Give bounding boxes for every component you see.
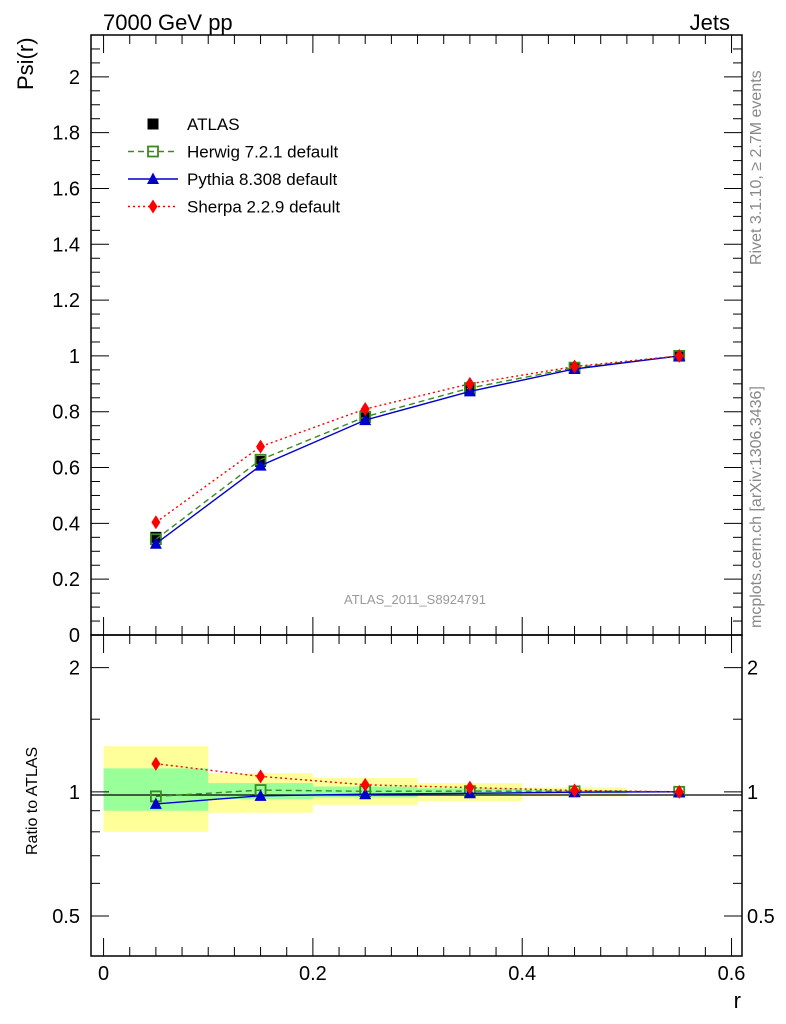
legend-sherpa-label: Sherpa 2.2.9 default: [187, 198, 340, 217]
legend-pythia-label: Pythia 8.308 default: [187, 170, 338, 189]
main-plot-area: [149, 348, 686, 549]
main-pythia-point: [254, 459, 267, 471]
main-sherpa-point: [674, 348, 684, 363]
ratio-panel: 0.5 0.5 1 1 2 2 0 0.2 0.4 0.6 Ratio to ATLAS r: [24, 634, 775, 1013]
main-y-tick-label: 0.8: [52, 402, 80, 424]
main-sherpa-point: [360, 401, 370, 416]
ratio-sherpa-point: [151, 756, 161, 771]
main-y-tick-label: 1.6: [52, 178, 80, 200]
ratio-sherpa-point: [570, 783, 580, 798]
legend-herwig-label: Herwig 7.2.1 default: [187, 143, 338, 162]
ratio-y-tick-label: 0.5: [52, 906, 80, 928]
ratio-sherpa-point: [256, 769, 266, 784]
main-sherpa-point: [151, 515, 161, 530]
main-y-tick-label: 1.4: [52, 234, 80, 256]
ratio-y-tick-label-right: 2: [747, 658, 758, 680]
main-pythia-point: [359, 413, 372, 426]
main-sherpa-point: [256, 439, 266, 454]
ratio-sherpa-point: [360, 777, 370, 792]
ratio-sherpa-point: [465, 780, 475, 795]
main-y-tick-label: 1: [69, 346, 80, 368]
main-y-axis: 0 0.2 0.4 0.6 0.8 1 1.2 1.4 1.6 1.8 2: [52, 48, 742, 647]
legend-sherpa-marker: [148, 199, 158, 214]
main-y-tick-label: 0.4: [52, 513, 80, 535]
ratio-pythia-point: [149, 797, 162, 809]
main-pythia-point: [149, 537, 162, 549]
header-left-label: 7000 GeV pp: [103, 10, 233, 35]
legend-pythia-marker: [147, 172, 159, 184]
ratio-y-tick-label-right: 0.5: [747, 906, 775, 928]
analysis-label: ATLAS_2011_S8924791: [344, 592, 486, 607]
legend-herwig-marker: [147, 145, 159, 158]
ratio-pythia-point: [359, 787, 372, 800]
main-sherpa-line: [155, 355, 680, 523]
main-y-tick-label: 2: [69, 67, 80, 89]
main-y-tick-label: 1.8: [52, 123, 80, 145]
ratio-herwig-line: [155, 789, 680, 798]
ratio-frame: [90, 634, 743, 957]
main-y-tick-label: 0: [69, 625, 80, 647]
ratio-y-axis: 0.5 0.5 1 1 2 2: [52, 658, 775, 928]
source-label: mcplots.cern.ch [arXiv:1306.3436]: [748, 386, 765, 628]
main-pythia-line: [155, 355, 680, 545]
x-axis: 0 0.2 0.4 0.6: [98, 635, 745, 985]
legend-atlas-label: ATLAS: [187, 115, 240, 134]
ratio-pythia-line: [155, 791, 680, 805]
main-y-tick-label: 0.6: [52, 458, 80, 480]
x-tick-label: 0: [98, 963, 109, 985]
x-axis-label: r: [734, 988, 741, 1013]
main-y-tick-label: 1.2: [52, 290, 80, 312]
rivet-version-label: Rivet 3.1.10, ≥ 2.7M events: [748, 70, 765, 265]
ratio-sherpa-point: [674, 784, 684, 799]
main-sherpa-point: [465, 376, 475, 391]
main-y-tick-label: 0.2: [52, 569, 80, 591]
x-tick-label: 0.2: [299, 963, 327, 985]
ratio-y-tick-label-right: 1: [747, 782, 758, 804]
header-right-label: Jets: [690, 10, 730, 35]
x-tick-label: 0.6: [718, 963, 746, 985]
ratio-plot-area: [149, 756, 686, 809]
ratio-y-tick-label: 1: [69, 782, 80, 804]
main-y-axis-label: Psi(r): [13, 37, 38, 90]
legend: ATLAS Herwig 7.2.1 default Pythia 8.308 de…: [128, 115, 340, 217]
main-panel: 0 0.2 0.4 0.6 0.8 1 1.2 1.4 1.6 1.8 2 Psi(r) ATLAS…: [13, 34, 743, 647]
main-sherpa-point: [570, 359, 580, 374]
main-x-ticks: [103, 35, 733, 635]
legend-atlas-marker: [147, 118, 159, 130]
ratio-y-tick-label: 2: [69, 658, 80, 680]
ratio-y-axis-label: Ratio to ATLAS: [24, 747, 41, 855]
x-tick-label: 0.4: [508, 963, 536, 985]
ratio-pythia-point: [254, 789, 267, 801]
